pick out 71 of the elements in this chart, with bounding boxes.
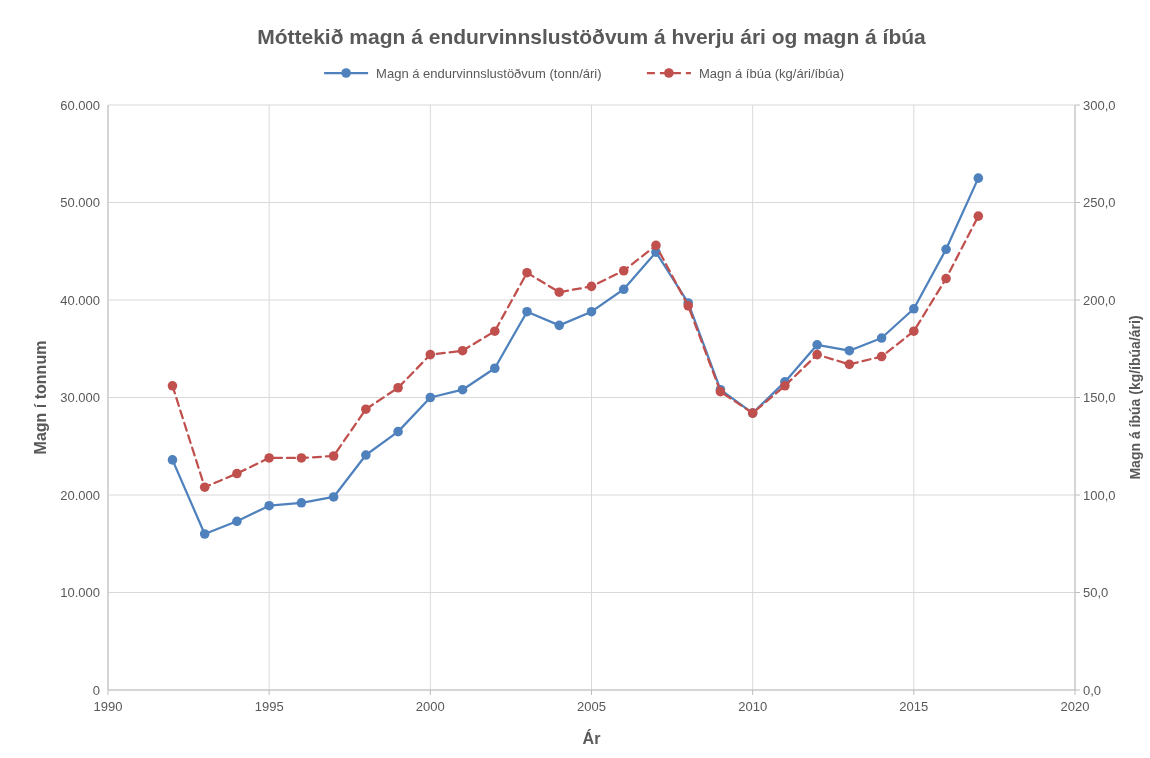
legend-label: Magn á endurvinnslustöðvum (tonn/ári) [376, 65, 602, 81]
y-tick-label: 0 [92, 682, 100, 698]
x-tick-label: 2020 [1060, 699, 1090, 714]
point [844, 359, 855, 370]
y2-tick-label: 100,0 [1083, 487, 1116, 503]
point [264, 500, 274, 511]
point [425, 392, 436, 403]
point [876, 351, 887, 362]
point [586, 281, 597, 292]
point [973, 211, 984, 221]
point [328, 451, 339, 461]
point [844, 345, 855, 356]
x-axis-title: Ár [582, 729, 601, 747]
point [490, 363, 500, 374]
point [457, 384, 468, 395]
point [522, 267, 532, 278]
point [909, 304, 919, 314]
point [876, 333, 887, 343]
y2-tick-label: 0,0 [1083, 682, 1102, 698]
point [812, 340, 822, 350]
x-tick-label: 1995 [254, 699, 284, 714]
point [393, 382, 403, 393]
chart-title: Móttekið magn á endurvinnslustöðvum á hverju ári og magn á íbúa [257, 25, 927, 48]
point [618, 284, 629, 295]
point [651, 240, 661, 251]
point [328, 492, 339, 502]
point [941, 273, 951, 284]
y-tick-label: 60.000 [60, 97, 100, 113]
point [264, 453, 274, 463]
point [909, 326, 919, 336]
point [554, 320, 565, 331]
point [522, 306, 532, 317]
y-tick-label: 20.000 [60, 487, 100, 503]
point [457, 345, 468, 356]
point [812, 349, 822, 360]
y2-tick-label: 200,0 [1083, 292, 1116, 308]
y2-tick-label: 150,0 [1083, 390, 1116, 406]
y2-axis-title: Magn á íbúa (kg/íbúa/ári) [1127, 315, 1143, 480]
y-tick-label: 30.000 [60, 390, 100, 406]
y2-tick-label: 300,0 [1083, 97, 1116, 113]
x-tick-label: 2005 [577, 699, 606, 714]
point [296, 453, 307, 463]
y-tick-label: 50.000 [60, 195, 100, 211]
point [232, 468, 242, 479]
point [296, 498, 307, 508]
point [586, 306, 597, 317]
x-tick-label: 2010 [738, 699, 768, 714]
point [941, 244, 951, 255]
y-tick-label: 10.000 [60, 585, 100, 601]
point [780, 381, 790, 391]
y2-tick-label: 250,0 [1083, 195, 1116, 211]
point [199, 482, 210, 492]
x-tick-label: 1990 [93, 699, 123, 714]
y-axis-title: Magn í tonnum [32, 340, 49, 455]
point [361, 450, 371, 460]
y2-tick-label: 50,0 [1083, 585, 1109, 601]
y-tick-label: 40.000 [60, 292, 100, 308]
legend-label: Magn á íbúa (kg/ári/íbúa) [698, 65, 845, 81]
point [232, 516, 242, 527]
point [393, 426, 403, 437]
point [167, 381, 178, 391]
point [361, 404, 371, 414]
point [618, 265, 629, 276]
point [554, 287, 565, 297]
x-tick-label: 2000 [415, 699, 445, 714]
point [167, 455, 178, 465]
x-tick-label: 2015 [899, 699, 929, 714]
point [973, 173, 984, 183]
point [490, 326, 500, 336]
point [425, 349, 436, 360]
point [199, 529, 210, 539]
